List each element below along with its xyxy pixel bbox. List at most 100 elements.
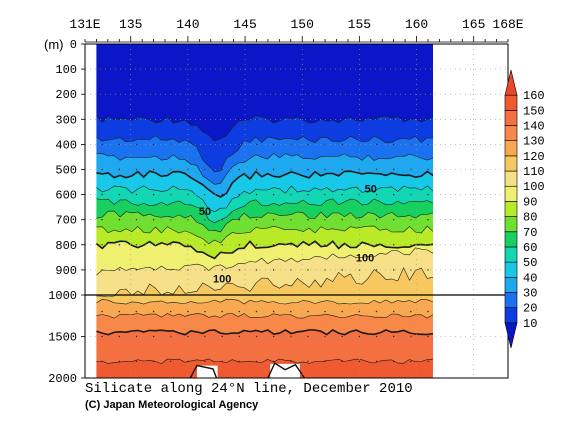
sample-point (255, 244, 258, 246)
chart-title: Silicate along 24°N line, December 2010 (85, 381, 413, 397)
copyright-note: (C) Japan Meteorological Agency (85, 399, 259, 411)
sample-point (187, 310, 189, 313)
sample-point (375, 68, 378, 70)
sample-point (135, 335, 138, 338)
sample-point (135, 269, 138, 271)
sample-point (238, 93, 240, 95)
sample-point (152, 335, 155, 338)
sample-point (272, 143, 275, 146)
contour-band (96, 359, 433, 378)
x-tick-label: 160 (405, 17, 428, 32)
sample-point (393, 219, 395, 221)
sample-point (135, 193, 138, 196)
y-axis-label: (m) (44, 37, 64, 52)
sample-point (152, 310, 155, 313)
contour-line (96, 313, 433, 319)
contour-band (96, 247, 433, 297)
colorbar-segment (504, 185, 518, 202)
sample-point (118, 68, 121, 70)
sample-point (152, 118, 155, 121)
colorbar-segment (504, 94, 518, 111)
seafloor-contour (267, 362, 306, 379)
colorbar-label: 60 (523, 241, 537, 255)
sample-point (393, 118, 395, 121)
sample-point (341, 193, 343, 196)
sample-point (427, 93, 429, 95)
sample-point (341, 68, 343, 70)
contour-band (96, 226, 433, 259)
sample-point (272, 93, 275, 95)
sample-point (238, 244, 240, 246)
sample-point (152, 219, 155, 221)
colorbar-segment (504, 292, 518, 308)
y-tick-label: 200 (55, 88, 77, 102)
colorbar-segment (504, 322, 518, 349)
x-tick-label: 145 (233, 17, 256, 32)
colorbar-label: 160 (523, 89, 545, 103)
sample-point (221, 360, 223, 363)
y-tick-label: 600 (55, 189, 77, 203)
sample-point (238, 193, 240, 196)
contour-line (96, 210, 433, 233)
sample-point (375, 219, 378, 221)
sample-point (135, 143, 138, 146)
sample-point (255, 143, 258, 146)
seafloor-contour (189, 364, 218, 379)
contour-line-layer (95, 115, 433, 364)
sample-point (255, 193, 258, 196)
sample-point (358, 360, 361, 363)
sample-point (170, 310, 172, 313)
sample-point (341, 269, 343, 271)
sample-point (307, 118, 309, 121)
contour-band (96, 185, 433, 223)
contour-line (95, 240, 433, 260)
sample-point (272, 310, 275, 313)
sample-point (341, 310, 343, 313)
sample-point (238, 68, 240, 70)
sample-point (427, 193, 429, 196)
x-tick-label: 131E (69, 17, 100, 32)
colorbar-segment (504, 140, 518, 157)
y-tick-label: 1000 (48, 289, 77, 303)
contour-line (96, 115, 433, 142)
contour-band (96, 329, 433, 364)
sample-point (255, 219, 258, 221)
sample-point (238, 360, 240, 363)
sample-point (238, 269, 240, 271)
contour-line (96, 152, 433, 185)
sample-point (358, 310, 361, 313)
sample-point (101, 360, 103, 363)
contour-band (96, 211, 433, 244)
sample-point (272, 118, 275, 121)
colorbar-label: 100 (523, 180, 545, 194)
sample-point (101, 310, 103, 313)
sample-point (375, 269, 378, 271)
sample-point (307, 143, 309, 146)
sample-point (221, 335, 223, 338)
contour-fill-layer (96, 44, 433, 378)
sample-point (118, 168, 121, 171)
x-tick-label: 135 (119, 17, 142, 32)
sample-point (341, 143, 343, 146)
sample-point (152, 143, 155, 146)
sample-point (341, 335, 343, 338)
sample-point (393, 168, 395, 171)
sample-point (341, 118, 343, 121)
colorbar-label: 50 (523, 256, 537, 270)
colorbar-segment (504, 307, 518, 324)
contour-band (96, 135, 433, 185)
sample-point (152, 168, 155, 171)
sample-point (118, 143, 121, 146)
contour-line (96, 328, 433, 336)
colorbar-segment (504, 261, 518, 278)
sample-point (135, 68, 138, 70)
sample-point (341, 244, 343, 246)
sample-point (393, 143, 395, 146)
contour-line (96, 170, 433, 198)
sample-point (101, 168, 103, 171)
axes-layer: 131E 135 140 145 150 155 160 165 168E 0 100 200 300 4… (48, 17, 524, 386)
sample-point (101, 335, 103, 338)
sample-point (255, 335, 258, 338)
